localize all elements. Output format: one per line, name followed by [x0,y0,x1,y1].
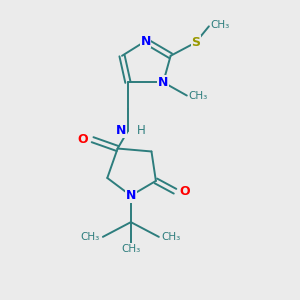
Text: N: N [116,124,126,137]
Text: O: O [179,185,190,198]
Text: CH₃: CH₃ [210,20,230,30]
Text: CH₃: CH₃ [162,232,181,242]
Text: N: N [140,34,151,48]
Text: CH₃: CH₃ [121,244,140,254]
Text: N: N [126,189,136,202]
Text: S: S [191,36,200,49]
Text: N: N [158,76,168,89]
Text: CH₃: CH₃ [188,91,208,100]
Text: H: H [137,124,146,137]
Text: O: O [77,133,88,146]
Text: CH₃: CH₃ [81,232,100,242]
